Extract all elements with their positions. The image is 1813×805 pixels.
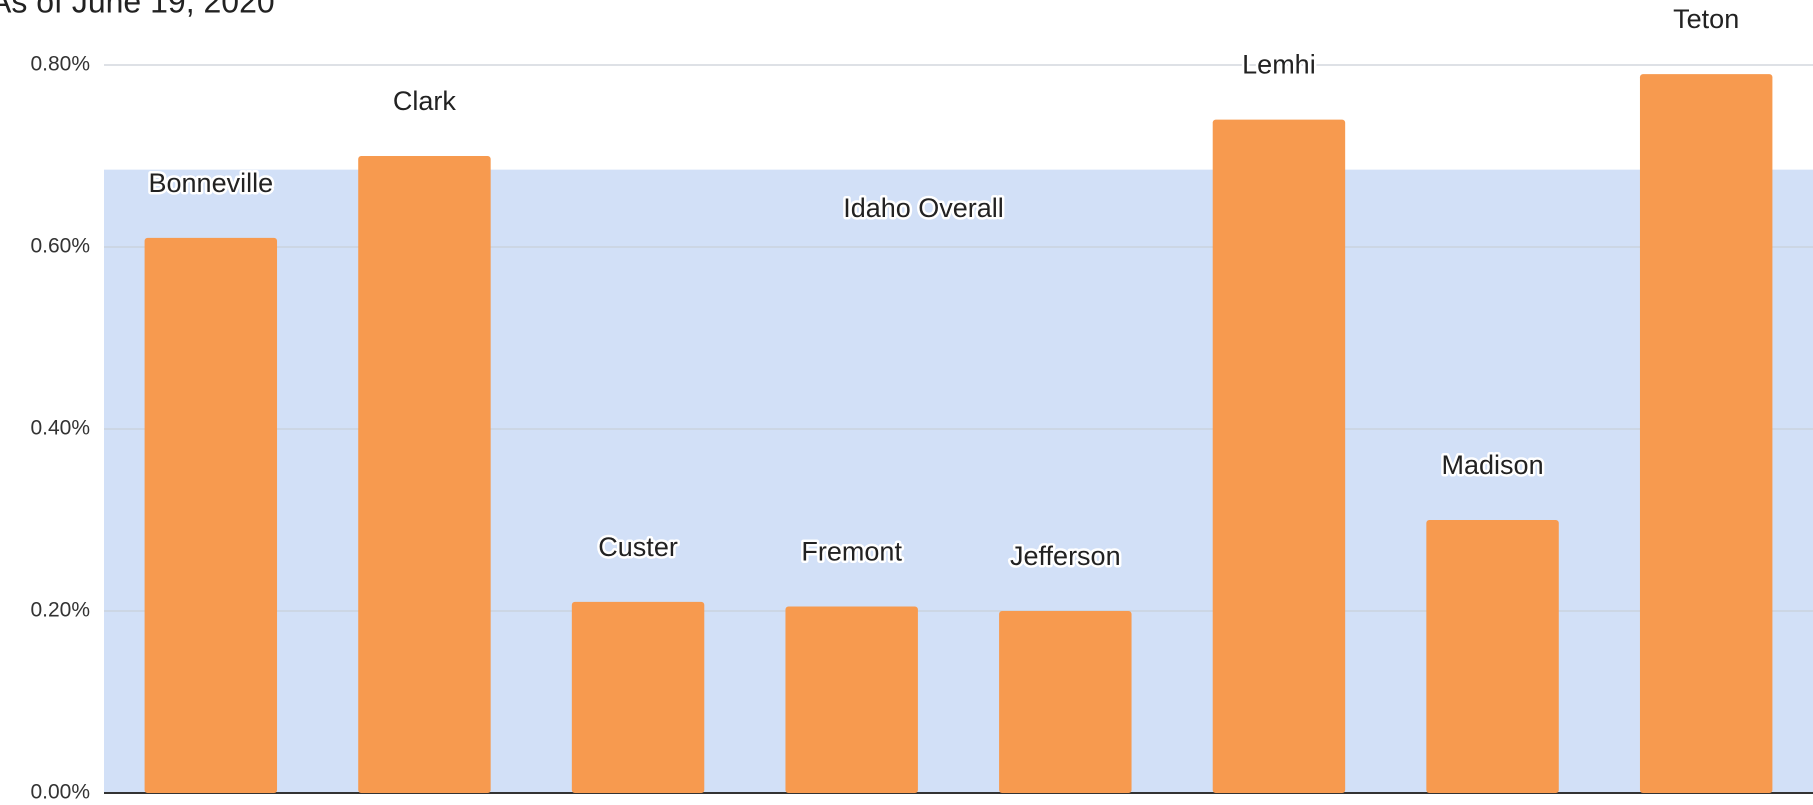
bar — [1639, 74, 1773, 794]
bar — [571, 601, 705, 793]
category-label: Teton — [1673, 4, 1739, 34]
category-label: Jefferson — [1010, 541, 1121, 571]
category-label: Custer — [598, 532, 678, 562]
y-tick-label: 0.60% — [30, 235, 90, 258]
category-label: Lemhi — [1242, 50, 1316, 80]
bar — [999, 611, 1132, 793]
y-tick-label: 0.00% — [30, 781, 90, 804]
bar — [1212, 119, 1346, 794]
bar — [785, 606, 918, 793]
category-label: Fremont — [801, 537, 902, 567]
category-label: Madison — [1442, 450, 1544, 480]
bar — [144, 237, 278, 793]
chart-subtitle: As of June 19, 2020 — [0, 0, 275, 19]
category-label: Bonneville — [149, 168, 274, 198]
y-tick-label: 0.20% — [30, 599, 90, 622]
bar — [358, 156, 491, 793]
y-tick-label: 0.80% — [30, 53, 90, 76]
bar — [1426, 520, 1559, 793]
y-tick-label: 0.40% — [30, 417, 90, 440]
reference-label: Idaho Overall — [843, 193, 1004, 223]
category-label: Clark — [393, 86, 457, 116]
